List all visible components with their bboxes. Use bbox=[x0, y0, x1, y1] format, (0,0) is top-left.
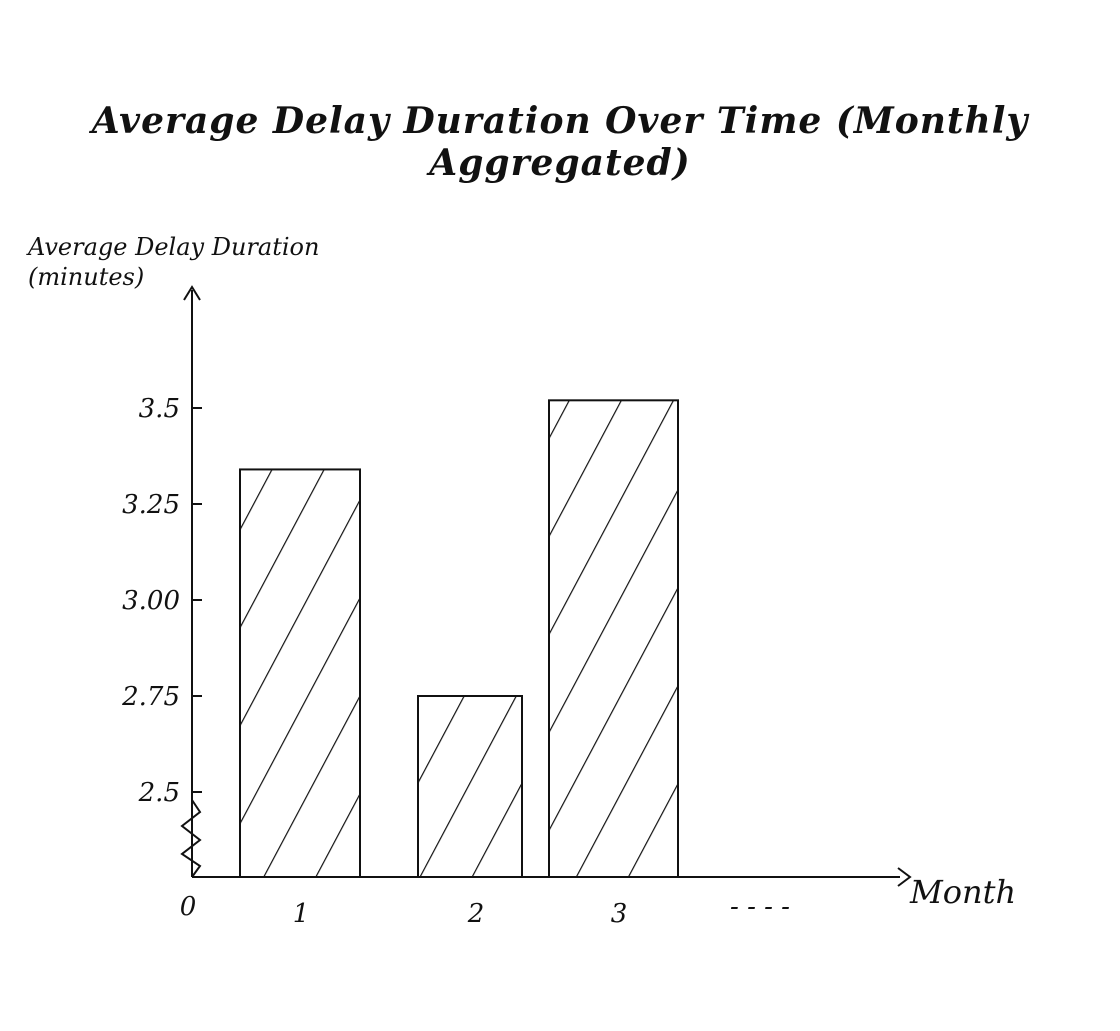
x-axis-label: Month bbox=[909, 873, 1016, 911]
bar-month-1 bbox=[239, 468, 361, 878]
x-ellipsis: - - - - bbox=[730, 892, 790, 922]
y-axis-label: Average Delay Duration (minutes) bbox=[28, 233, 320, 291]
y-tick-label: 3.00 bbox=[122, 586, 180, 616]
y-ticks: 2.5 2.75 3.00 3.25 3.5 bbox=[121, 394, 202, 808]
x-tick-label: 2 bbox=[467, 899, 485, 929]
bar-month-3 bbox=[548, 399, 679, 878]
bars bbox=[239, 399, 679, 878]
y-tick-label: 3.25 bbox=[122, 490, 180, 520]
x-tick-label: 1 bbox=[293, 899, 310, 929]
chart-title: Average Delay Duration Over Time (Monthl… bbox=[91, 100, 1029, 184]
x-ticks: 1 2 3 bbox=[293, 899, 628, 929]
x-origin-label: 0 bbox=[180, 892, 197, 922]
y-tick-label: 3.5 bbox=[139, 394, 180, 424]
axis-break-zigzag bbox=[180, 799, 202, 878]
bar-month-2 bbox=[417, 695, 523, 878]
y-tick-label: 2.75 bbox=[121, 682, 180, 712]
y-tick-label: 2.5 bbox=[138, 778, 180, 808]
x-tick-label: 3 bbox=[611, 899, 628, 929]
x-axis-arrow bbox=[897, 867, 912, 887]
y-axis-arrow bbox=[183, 285, 201, 301]
